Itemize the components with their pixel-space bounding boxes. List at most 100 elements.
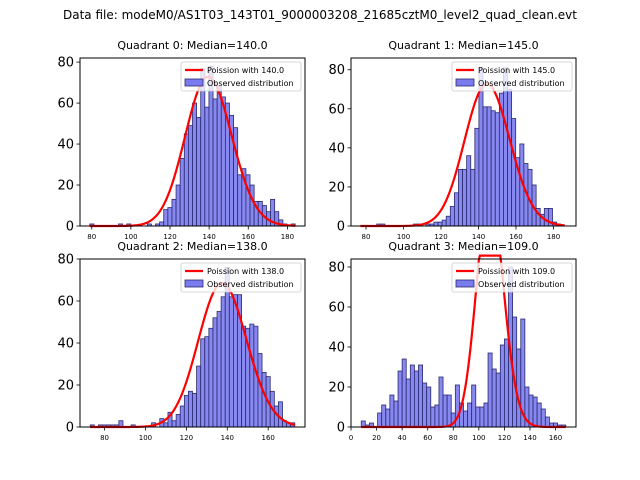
histogram-bar bbox=[183, 395, 189, 428]
histogram-bar bbox=[474, 127, 480, 227]
histogram-bar bbox=[426, 386, 432, 428]
legend-observed-label: Observed distribution bbox=[207, 280, 294, 289]
legend-bar-swatch bbox=[184, 279, 204, 288]
histogram-bar bbox=[401, 358, 407, 428]
histogram-bar bbox=[208, 327, 214, 428]
legend-box bbox=[180, 262, 302, 293]
subplot-title: Quadrant 3: Median=109.0 bbox=[388, 240, 538, 253]
histogram-bar bbox=[422, 382, 428, 428]
histogram-bar bbox=[249, 184, 255, 227]
legend: Poission with 109.0 Observed distribution bbox=[451, 262, 573, 293]
histogram-bar bbox=[409, 364, 415, 428]
legend-poisson-label: Poission with 145.0 bbox=[478, 66, 555, 75]
histogram-bar bbox=[179, 405, 185, 428]
axes-frame bbox=[350, 258, 577, 428]
x-tick-label: 60 bbox=[423, 434, 432, 442]
x-tick-label: 160 bbox=[549, 434, 562, 442]
y-tick-label: 0 bbox=[337, 421, 345, 436]
histogram-bar bbox=[543, 208, 549, 227]
legend-observed-label: Observed distribution bbox=[207, 79, 294, 88]
y-tick-label: 60 bbox=[328, 102, 345, 117]
histogram-bar bbox=[507, 88, 513, 227]
x-tick-label: 100 bbox=[397, 233, 410, 241]
histogram-bar bbox=[261, 371, 267, 428]
x-tick-label: 20 bbox=[372, 434, 381, 442]
x-tick-label: 100 bbox=[124, 233, 137, 241]
legend-poisson-label: Poission with 140.0 bbox=[207, 66, 284, 75]
subplot-quadrant-3: Quadrant 3: Median=109.0 0 20 40 60 80 100 120 1… bbox=[328, 240, 577, 442]
histogram-bar bbox=[466, 155, 472, 227]
histogram-bar bbox=[179, 157, 185, 227]
histogram-bar bbox=[192, 102, 198, 227]
histogram-bar bbox=[220, 296, 226, 428]
histogram-bar bbox=[504, 338, 509, 428]
histogram-bar bbox=[171, 420, 177, 428]
histogram-bar bbox=[491, 368, 497, 428]
y-tick-label: 80 bbox=[57, 56, 74, 71]
histogram-bar bbox=[389, 394, 395, 428]
histogram-bar bbox=[405, 378, 411, 428]
histogram-bar bbox=[278, 401, 283, 428]
histogram-bar bbox=[204, 106, 210, 227]
histogram-bar bbox=[532, 396, 538, 428]
histogram-bar bbox=[458, 168, 463, 227]
histogram-bar bbox=[200, 67, 206, 227]
histogram-bar bbox=[397, 370, 403, 428]
y-tick-label: 20 bbox=[57, 179, 74, 194]
x-tick-label: 80 bbox=[449, 434, 458, 442]
histogram-bar bbox=[490, 110, 496, 227]
histogram-bar bbox=[381, 404, 387, 428]
histogram-bar bbox=[171, 198, 177, 227]
legend-box bbox=[180, 61, 302, 92]
histogram-bar bbox=[430, 406, 436, 428]
histogram-bar bbox=[163, 422, 169, 428]
histogram-bar bbox=[475, 406, 481, 428]
legend-box bbox=[451, 262, 573, 293]
x-tick-label: 80 bbox=[87, 233, 96, 241]
x-tick-label: 100 bbox=[472, 434, 485, 442]
subplot-quadrant-1: Quadrant 1: Median=145.0 80 100 120 140 160 18… bbox=[328, 39, 577, 241]
histogram-bar bbox=[446, 394, 452, 428]
x-tick-label: 160 bbox=[242, 233, 255, 241]
histogram-bar bbox=[163, 209, 169, 227]
histogram-bar bbox=[511, 118, 517, 227]
x-tick-label: 120 bbox=[163, 233, 176, 241]
y-tick-label: 0 bbox=[337, 220, 345, 235]
histogram-bar bbox=[196, 117, 202, 227]
legend-bar-swatch bbox=[455, 78, 475, 87]
histogram-bar bbox=[196, 365, 202, 428]
x-tick-label: 140 bbox=[523, 434, 536, 442]
histogram-bar bbox=[437, 221, 443, 227]
histogram-bar bbox=[204, 336, 210, 428]
y-tick-label: 40 bbox=[57, 138, 74, 153]
histogram-bar bbox=[434, 404, 440, 428]
histogram-bar bbox=[216, 311, 222, 428]
histogram-bar bbox=[167, 207, 173, 227]
x-tick-label: 180 bbox=[547, 233, 560, 241]
y-tick-label: 60 bbox=[328, 301, 345, 316]
histogram-bar bbox=[414, 370, 419, 428]
legend: Poission with 145.0 Observed distribution bbox=[451, 61, 573, 92]
axes-frame bbox=[350, 57, 577, 227]
histogram-bar bbox=[187, 125, 193, 227]
histogram-bar bbox=[479, 406, 485, 428]
histogram-bar bbox=[441, 219, 447, 227]
legend-poisson-label: Poission with 138.0 bbox=[207, 267, 284, 276]
histogram-bar bbox=[245, 174, 251, 227]
histogram-bar bbox=[175, 184, 181, 227]
histogram-bar bbox=[188, 390, 193, 428]
histogram-bar bbox=[249, 323, 255, 428]
x-tick-label: 80 bbox=[362, 233, 371, 241]
histogram-bar bbox=[516, 348, 522, 428]
histogram-bar bbox=[233, 294, 238, 428]
y-tick-label: 40 bbox=[328, 141, 345, 156]
y-tick-label: 80 bbox=[328, 261, 345, 276]
histogram-bar bbox=[216, 86, 222, 227]
y-tick-label: 0 bbox=[66, 421, 74, 436]
histogram-bar bbox=[442, 394, 448, 428]
histogram-bar bbox=[159, 221, 165, 227]
subplot-title: Quadrant 1: Median=145.0 bbox=[388, 39, 538, 52]
y-tick-label: 0 bbox=[66, 220, 74, 235]
x-tick-label: 180 bbox=[281, 233, 294, 241]
